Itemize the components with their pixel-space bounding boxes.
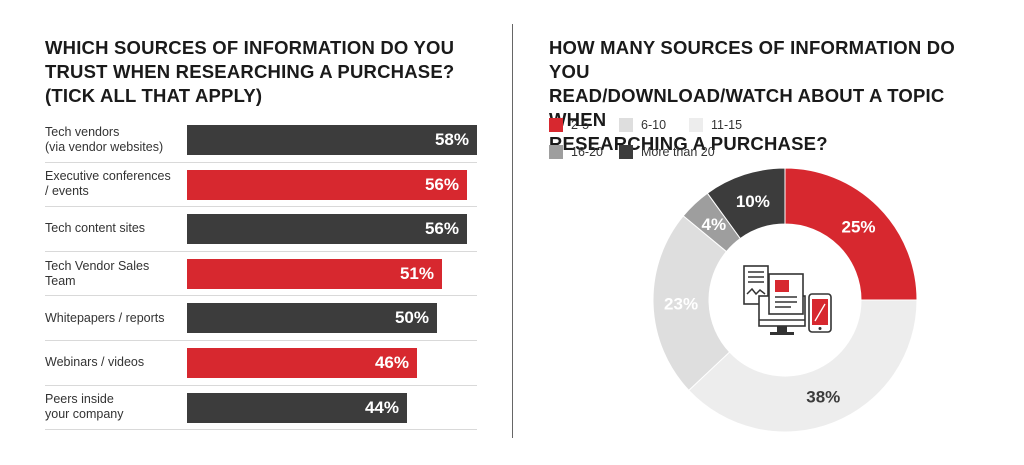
bar-category-label: Executive conferences / events [45,169,171,199]
bar-value-label: 44% [364,397,399,417]
legend-item: 11-15 [689,118,742,132]
bar: 56% [187,169,467,200]
legend-item: More than 20 [619,145,715,159]
bar-category-label: Tech content sites [45,221,146,236]
bar: 50% [187,303,437,334]
legend-swatch [689,118,703,132]
donut-slice-label: 38% [806,388,840,407]
donut-slice-label: 23% [664,294,698,313]
legend-swatch [619,118,633,132]
devices-documents-icon [743,265,832,335]
legend-label: 6-10 [641,118,667,132]
legend-label: More than 20 [641,145,715,159]
bar-row: Tech content sites 56% [45,207,477,252]
legend-label: 2-5 [571,118,590,132]
bar-row: Tech vendors (via vendor websites) 58% [45,118,477,163]
donut-slice-label: 10% [736,192,770,211]
bar: 56% [187,214,467,245]
legend-item: 2-5 [549,118,589,132]
bar-value-label: 51% [399,263,434,283]
donut-slice-label: 25% [842,217,876,236]
bar-category-label: Webinars / videos [45,355,145,370]
bar-category-label: Tech vendors (via vendor websites) [45,124,164,154]
legend-item: 6-10 [619,118,666,132]
donut-chart: 25% 38% 23% 4% 10% [652,167,918,433]
bar: 46% [187,348,417,378]
bar: 51% [187,258,442,289]
donut-slice [688,299,918,433]
bar-row: Peers inside your company 44% [45,386,477,431]
legend-item: 16-20 [549,145,603,159]
bar-value-label: 56% [424,174,459,194]
bar-row: Webinars / videos 46% [45,341,477,386]
legend-swatch [549,145,563,159]
donut-legend: 2-5 6-10 11-15 16-20 More than 20 [549,118,789,164]
donut-slice-label: 4% [702,215,727,234]
donut-slice [784,167,918,301]
bar-category-label: Peers inside your company [45,392,124,422]
bar-category-label: Whitepapers / reports [45,310,165,325]
bar-row: Executive conferences / events 56% [45,163,477,208]
panel-divider [512,24,513,438]
bar-row: Tech Vendor Sales Team 51% [45,252,477,297]
legend-swatch [619,145,633,159]
bar-row: Whitepapers / reports 50% [45,296,477,341]
bar-value-label: 50% [394,308,429,328]
bar-value-label: 58% [434,130,469,149]
bar-value-label: 46% [374,353,409,372]
donut-slice [706,167,786,240]
bar: 58% [187,125,477,155]
legend-label: 11-15 [711,118,743,132]
legend-label: 16-20 [571,145,603,159]
bar-value-label: 56% [424,219,459,239]
bar-chart: Tech vendors (via vendor websites) 58% Exe… [45,118,477,431]
legend-swatch [549,118,563,132]
left-chart-title: WHICH SOURCES OF INFORMATION DO YOU TRUS… [45,37,455,106]
bar-category-label: Tech Vendor Sales Team [45,258,150,288]
bar: 44% [187,392,407,423]
right-chart-title: HOW MANY SOURCES OF INFORMATION DO YOU R… [549,37,955,154]
